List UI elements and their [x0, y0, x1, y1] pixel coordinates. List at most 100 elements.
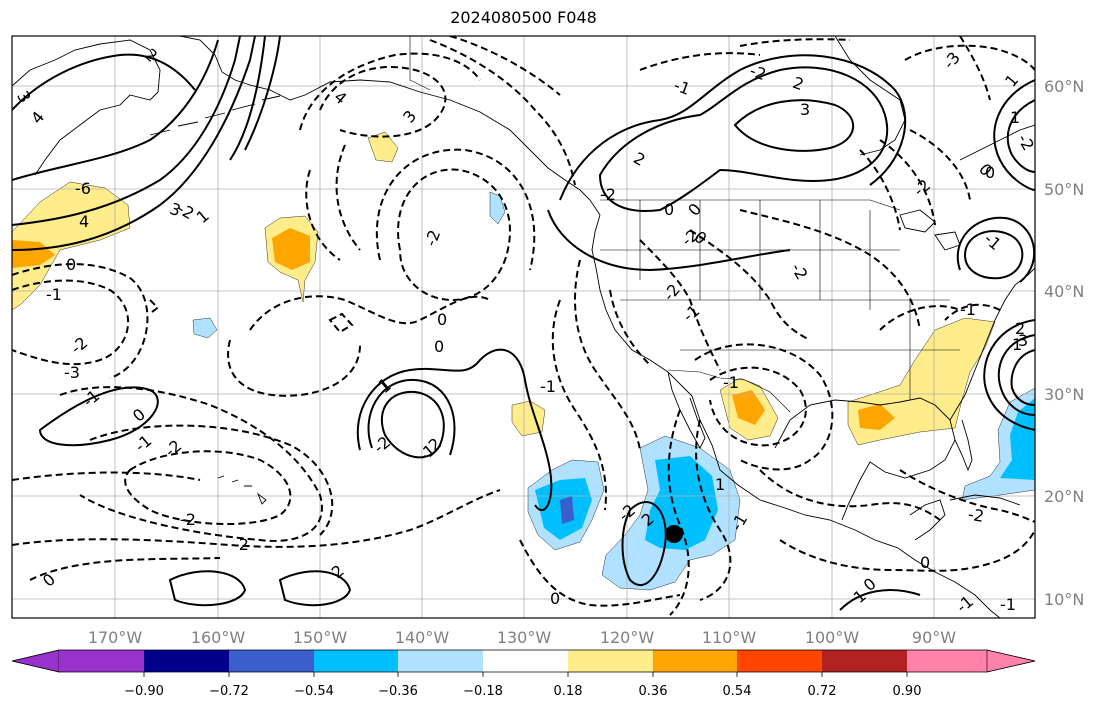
- colorbar-over-arrow: [986, 649, 1036, 673]
- alaska-canada-border: [409, 36, 431, 91]
- contour-label: -2: [1014, 131, 1038, 154]
- shaded-anomalies: [12, 131, 1035, 591]
- yucatan: [909, 499, 946, 541]
- central-america: [897, 547, 1001, 618]
- colorbar: −0.90 −0.72 −0.54 −0.36 −0.18 0.18 0.36 …: [11, 649, 1036, 699]
- contour-label: 1: [1010, 108, 1020, 127]
- contour-label: -3: [64, 363, 80, 382]
- contour-label: 0: [920, 553, 930, 572]
- anomaly-yellow-gulf-alaska: [367, 131, 399, 163]
- anomaly-cyan-atlantic-se: [1000, 398, 1035, 480]
- contour-label: -1: [1000, 595, 1016, 614]
- anomaly-orange-west-edge: [12, 240, 55, 268]
- contour-label: -1: [46, 285, 62, 304]
- lon-label: 100°W: [805, 628, 860, 647]
- anomaly-darkblue-west-mexico: [560, 496, 574, 524]
- storm-center-marker: [665, 525, 683, 543]
- colorbar-tick-label: −0.72: [209, 684, 249, 699]
- lon-label: 130°W: [497, 628, 552, 647]
- contour-label: -1: [960, 300, 976, 319]
- lat-label: 60°N: [1044, 77, 1084, 96]
- contour-label: -2: [180, 510, 196, 529]
- contour-label: 0: [985, 163, 995, 182]
- lat-label: 40°N: [1044, 282, 1084, 301]
- anomaly-blue-gulf-alaska: [489, 191, 506, 225]
- colorbar-segment: [144, 650, 229, 672]
- colorbar-segment: [229, 650, 314, 672]
- colorbar-segment: [653, 650, 737, 672]
- anomaly-orange-sw-us: [732, 390, 765, 425]
- colorbar-tick-label: −0.36: [378, 684, 418, 699]
- contour-label: -2: [233, 535, 249, 554]
- baja-california: [667, 371, 706, 449]
- contour-label: -2: [966, 504, 985, 525]
- map-panel: 3 4 2 4 3 -6 4 3 1 -2 0 -1 -2 -3 -2 -1 0…: [12, 36, 1038, 618]
- lon-label: 120°W: [600, 628, 655, 647]
- colorbar-tick-label: 0.90: [893, 684, 922, 699]
- hawaii: [217, 475, 267, 505]
- colorbar-segment: [822, 650, 907, 672]
- contour-label: -2: [421, 227, 444, 248]
- lon-label: 170°W: [88, 628, 143, 647]
- alaska-coast: [179, 36, 601, 216]
- lat-label: 30°N: [1044, 385, 1084, 404]
- contour-label: 0: [664, 200, 674, 219]
- map-frame: [11, 35, 1036, 619]
- lat-label: 20°N: [1044, 487, 1084, 506]
- anomaly-orange-central-pacific: [272, 228, 310, 270]
- colorbar-tick-label: −0.18: [463, 684, 503, 699]
- contour-label: -1: [671, 76, 692, 99]
- canada-east: [959, 124, 1035, 161]
- contour-label: 2: [1015, 319, 1025, 338]
- lon-label: 150°W: [293, 628, 348, 647]
- contour-label: 4: [79, 212, 89, 231]
- lat-label: 50°N: [1044, 180, 1084, 199]
- colorbar-tick-label: 0.72: [808, 684, 837, 699]
- colorbar-tick-label: −0.90: [124, 684, 164, 699]
- contour-label: 0: [437, 310, 447, 329]
- lon-label: 110°W: [702, 628, 757, 647]
- longitude-labels: 170°W 160°W 150°W 140°W 130°W 120°W 110°…: [88, 628, 956, 647]
- colorbar-segment: [314, 650, 398, 672]
- contour-label: 3: [1018, 331, 1028, 350]
- latitude-labels: 60°N 50°N 40°N 30°N 20°N 10°N: [1044, 77, 1084, 609]
- lat-label: 10°N: [1044, 590, 1084, 609]
- colorbar-tick-label: 0.18: [554, 684, 583, 699]
- contour-label: 1: [1012, 335, 1022, 354]
- contour-label: -6: [75, 179, 91, 198]
- coastlines: [12, 36, 1035, 618]
- anomaly-orange-gulf-coast: [858, 404, 895, 430]
- colorbar-tick-label: −0.54: [294, 684, 334, 699]
- contours-positive: [12, 36, 1035, 611]
- colorbar-tick-label: 0.36: [639, 684, 668, 699]
- colorbar-segment: [398, 650, 483, 672]
- contour-label: 0: [550, 589, 560, 608]
- na-west-coast: [591, 214, 899, 549]
- colorbar-segment: [737, 650, 822, 672]
- colorbar-outline: [11, 649, 1036, 673]
- contour-label: -1: [540, 377, 556, 396]
- contour-label: 1: [715, 475, 725, 494]
- lon-label: 140°W: [395, 628, 450, 647]
- contours-negative: [12, 36, 1035, 616]
- colorbar-under-arrow: [11, 649, 60, 673]
- cuba: [949, 494, 1021, 506]
- colorbar-segment: [907, 650, 987, 672]
- colorbar-segment: [568, 650, 653, 672]
- contour-label: -1: [723, 373, 739, 392]
- colorbar-segment: [483, 650, 568, 672]
- contour-label: 0: [434, 337, 444, 356]
- contour-label: 3: [800, 100, 810, 119]
- colorbar-segment: [59, 650, 144, 672]
- us-mexico-border: [667, 369, 791, 413]
- contour-label: -2: [600, 185, 616, 204]
- russia-coast: [12, 39, 161, 176]
- anomaly-blue-small-pacific: [192, 317, 218, 339]
- contour-label: -2: [747, 61, 768, 84]
- colorbar-tick-label: 0.54: [723, 684, 752, 699]
- map-title: 2024080500 F048: [450, 8, 597, 27]
- lon-label: 90°W: [912, 628, 956, 647]
- florida: [954, 419, 973, 472]
- lon-label: 160°W: [191, 628, 246, 647]
